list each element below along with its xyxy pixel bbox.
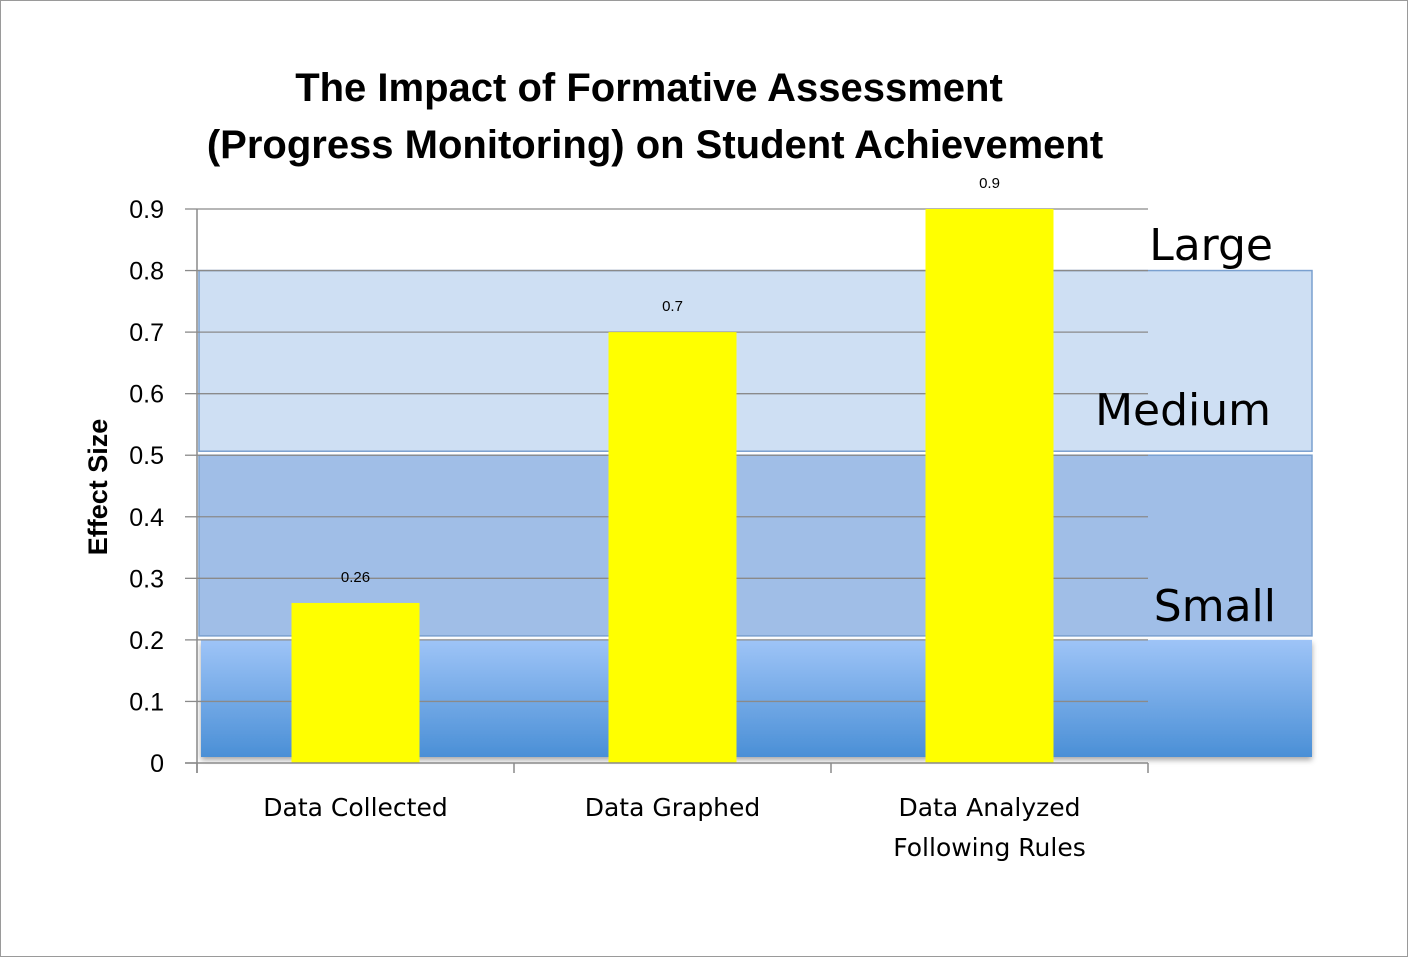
y-tick-label: 0.8 xyxy=(129,258,164,286)
x-category-label: Data Collected xyxy=(263,793,447,822)
y-tick-label: 0.7 xyxy=(129,319,164,347)
band-label-small: Small xyxy=(1154,581,1276,632)
band-label-medium: Medium xyxy=(1095,385,1271,436)
chart-title-line-2: (Progress Monitoring) on Student Achieve… xyxy=(207,123,1103,167)
chart-title-line-1: The Impact of Formative Assessment xyxy=(295,66,1003,110)
y-tick-label: 0.4 xyxy=(129,504,164,532)
x-category-label: Data Analyzed xyxy=(898,793,1080,822)
axes xyxy=(185,208,1149,773)
bar xyxy=(925,209,1054,763)
y-tick-label: 0.9 xyxy=(129,196,164,224)
effect-size-bands xyxy=(198,269,1313,757)
bar xyxy=(291,602,420,763)
chart-text: The Impact of Formative Assessment (Prog… xyxy=(83,66,1276,862)
data-label: 0.7 xyxy=(662,298,683,315)
data-label: 0.9 xyxy=(979,175,1000,192)
x-category-label: Following Rules xyxy=(893,833,1085,862)
data-label: 0.26 xyxy=(341,569,370,586)
x-category-label: Data Graphed xyxy=(585,793,761,822)
y-tick-label: 0 xyxy=(150,750,164,778)
y-tick-label: 0.6 xyxy=(129,381,164,409)
y-tick-label: 0.2 xyxy=(129,627,164,655)
bar xyxy=(608,332,737,763)
y-tick-label: 0.5 xyxy=(129,442,164,470)
y-axis-label: Effect Size xyxy=(83,419,113,556)
y-tick-label: 0.1 xyxy=(129,688,164,716)
y-tick-label: 0.3 xyxy=(129,565,164,593)
bars xyxy=(291,209,1054,763)
band-label-large: Large xyxy=(1149,220,1273,271)
